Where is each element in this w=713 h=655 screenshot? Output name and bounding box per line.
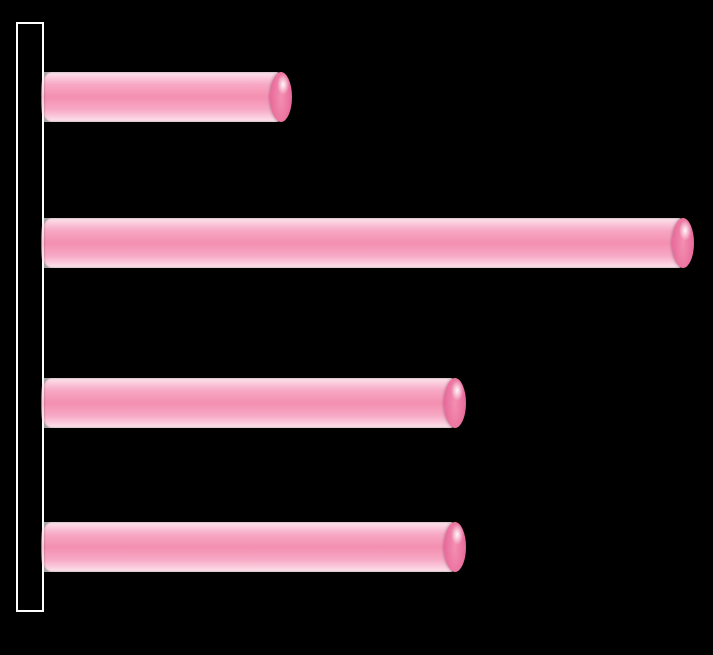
bar-3	[44, 378, 458, 428]
chart-canvas	[0, 0, 713, 655]
bar-2	[44, 218, 686, 268]
axis-panel	[16, 22, 44, 612]
bar-4	[44, 522, 458, 572]
bar-1	[44, 72, 284, 122]
